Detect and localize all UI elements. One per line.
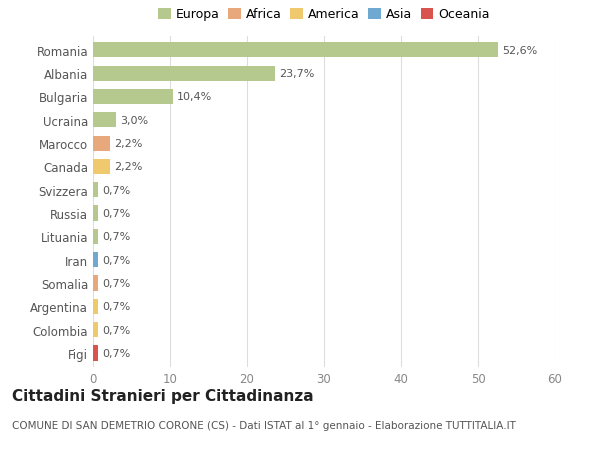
Text: 2,2%: 2,2% xyxy=(114,139,142,149)
Bar xyxy=(93,346,98,361)
Bar xyxy=(93,159,110,174)
Bar xyxy=(93,206,98,221)
Text: 3,0%: 3,0% xyxy=(120,116,148,125)
Bar xyxy=(93,276,98,291)
Legend: Europa, Africa, America, Asia, Oceania: Europa, Africa, America, Asia, Oceania xyxy=(155,6,493,24)
Bar xyxy=(93,230,98,245)
Text: 0,7%: 0,7% xyxy=(102,325,130,335)
Bar xyxy=(93,183,98,198)
Text: 0,7%: 0,7% xyxy=(102,208,130,218)
Text: COMUNE DI SAN DEMETRIO CORONE (CS) - Dati ISTAT al 1° gennaio - Elaborazione TUT: COMUNE DI SAN DEMETRIO CORONE (CS) - Dat… xyxy=(12,420,516,430)
Bar xyxy=(93,67,275,82)
Text: 2,2%: 2,2% xyxy=(114,162,142,172)
Bar xyxy=(93,43,498,58)
Text: 0,7%: 0,7% xyxy=(102,302,130,312)
Text: 23,7%: 23,7% xyxy=(280,69,315,79)
Text: 0,7%: 0,7% xyxy=(102,185,130,196)
Text: Cittadini Stranieri per Cittadinanza: Cittadini Stranieri per Cittadinanza xyxy=(12,388,314,403)
Bar xyxy=(93,252,98,268)
Text: 0,7%: 0,7% xyxy=(102,348,130,358)
Bar xyxy=(93,90,173,105)
Text: 52,6%: 52,6% xyxy=(502,46,537,56)
Text: 10,4%: 10,4% xyxy=(177,92,212,102)
Bar xyxy=(93,113,116,128)
Text: 0,7%: 0,7% xyxy=(102,232,130,242)
Text: 0,7%: 0,7% xyxy=(102,255,130,265)
Bar xyxy=(93,136,110,151)
Bar xyxy=(93,299,98,314)
Text: 0,7%: 0,7% xyxy=(102,279,130,288)
Bar xyxy=(93,322,98,337)
